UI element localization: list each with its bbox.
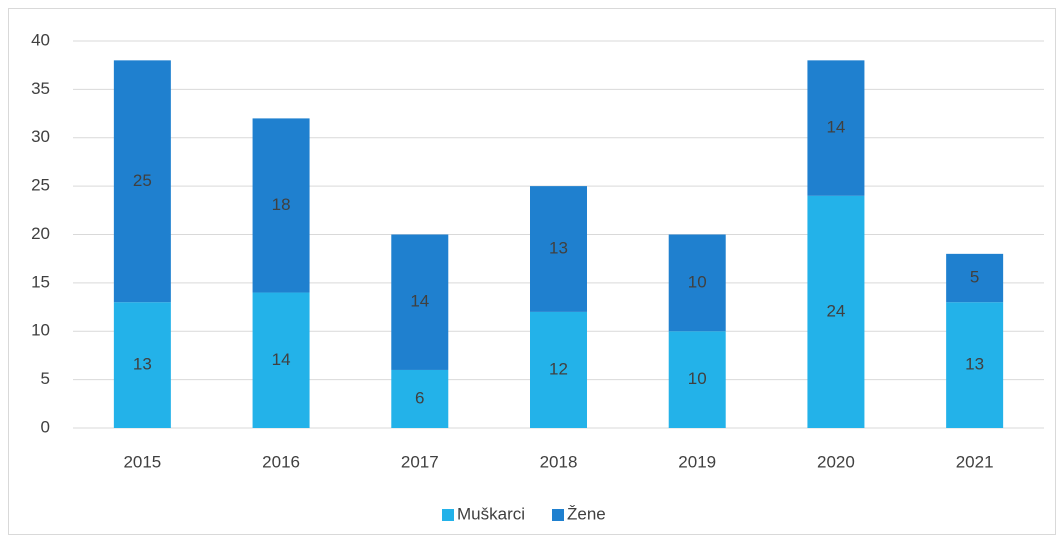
data-label: 14: [826, 118, 845, 137]
data-label: 14: [410, 292, 429, 311]
bar-segment: [113, 60, 171, 303]
bar-segment: [807, 60, 865, 196]
data-label: 18: [272, 195, 291, 214]
y-tick-label: 40: [31, 30, 50, 49]
y-tick-label: 5: [41, 369, 50, 388]
bar-segment: [668, 331, 726, 428]
data-label: 14: [272, 350, 291, 369]
bar-segment: [530, 311, 587, 428]
data-label: 13: [133, 355, 152, 374]
x-tick-label: 2016: [262, 452, 300, 471]
bar-segment: [530, 186, 587, 312]
bar-segment: [113, 302, 171, 428]
y-tick-label: 20: [31, 224, 50, 243]
legend-label: Žene: [567, 504, 606, 523]
data-label: 10: [688, 369, 707, 388]
y-tick-label: 0: [41, 417, 50, 436]
data-label: 12: [549, 359, 568, 378]
y-tick-label: 35: [31, 79, 50, 98]
bar-segment: [946, 253, 1004, 303]
x-tick-label: 2021: [956, 452, 994, 471]
y-tick-label: 30: [31, 127, 50, 146]
y-tick-label: 15: [31, 272, 50, 291]
x-tick-label: 2020: [817, 452, 855, 471]
x-tick-label: 2015: [123, 452, 161, 471]
y-tick-label: 25: [31, 176, 50, 195]
y-tick-label: 10: [31, 321, 50, 340]
x-tick-label: 2019: [678, 452, 716, 471]
legend-swatch: [552, 509, 564, 521]
bar-segment: [946, 302, 1004, 428]
bar-segment: [252, 118, 310, 293]
bar-segment: [668, 234, 726, 332]
data-label: 5: [970, 268, 979, 287]
data-label: 25: [133, 171, 152, 190]
data-label: 24: [826, 301, 845, 320]
data-label: 13: [549, 238, 568, 257]
x-tick-label: 2018: [540, 452, 578, 471]
legend-label: Muškarci: [457, 504, 525, 523]
data-label: 6: [415, 388, 424, 407]
bar-segment: [391, 234, 449, 370]
bar-segment: [807, 195, 865, 428]
bar-segment: [252, 292, 310, 428]
x-tick-label: 2017: [401, 452, 439, 471]
legend-swatch: [442, 509, 454, 521]
data-label: 10: [688, 272, 707, 291]
data-label: 13: [965, 355, 984, 374]
bar-segment: [391, 369, 449, 428]
